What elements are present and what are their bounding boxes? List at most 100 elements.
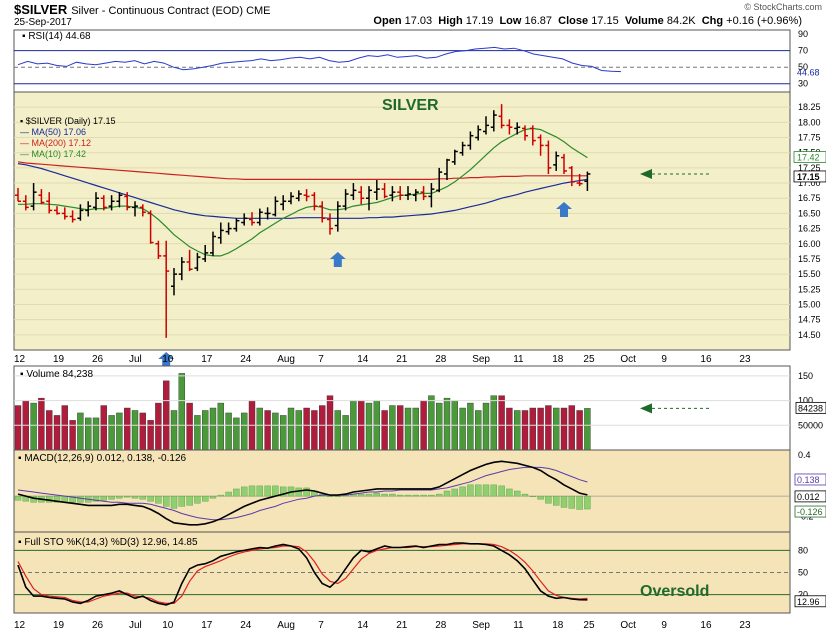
macd-histogram-bar (420, 494, 427, 497)
macd-histogram-bar (123, 495, 131, 498)
macd-histogram-bar (381, 493, 388, 497)
rsi-value-tag: 44.68 (797, 68, 820, 78)
stoch-value-box (794, 595, 826, 608)
bottom-x-tick-label: 19 (53, 620, 65, 631)
macd-histogram-bar (529, 495, 536, 497)
macd-histogram-bar (194, 495, 201, 504)
volume-bar (482, 402, 490, 451)
copyright: © StockCharts.com (744, 2, 822, 12)
volume-bar (256, 407, 263, 451)
macd-histogram-bar (170, 495, 178, 509)
bottom-x-tick-label: Jul (129, 620, 142, 631)
price-tick-label: 14.50 (798, 330, 821, 340)
price-bar (178, 257, 185, 281)
stoch-d-line (17, 543, 588, 604)
macd-histogram-bar (46, 495, 53, 503)
macd-histogram-bar (459, 486, 466, 497)
volume-bar (155, 402, 162, 451)
low-value: 16.87 (524, 15, 553, 27)
chart-date: 25-Sep-2017 (14, 17, 72, 28)
bottom-x-tick-label: 25 (583, 620, 595, 631)
price-bar (576, 173, 583, 187)
price-x-tick-label: 17 (201, 354, 213, 365)
stoch-tick-label: 80 (798, 545, 808, 555)
volume-bar (412, 407, 419, 451)
price-x-tick-label: 26 (92, 354, 104, 365)
price-bar (61, 207, 68, 220)
macd-histogram-bar (412, 494, 419, 497)
volume-bar (560, 407, 568, 451)
price-tick-label: 15.75 (798, 254, 821, 264)
price-bar (288, 192, 294, 205)
macd-histogram-bar (264, 485, 271, 497)
volume-value-box (795, 401, 826, 414)
price-bar (69, 210, 76, 223)
macd-value-tag: -0.126 (797, 507, 823, 517)
price-bar (327, 213, 333, 235)
macd-histogram-bar (451, 488, 458, 497)
bottom-x-tick-label: 14 (357, 620, 369, 631)
volume-bar (162, 380, 170, 451)
volume-bar (100, 405, 108, 451)
bottom-x-tick-label: 10 (162, 620, 174, 631)
macd-value-tag: 0.138 (797, 475, 820, 485)
volume-bar (131, 410, 139, 451)
macd-histogram-bar (319, 493, 326, 497)
price-bar (334, 201, 341, 232)
price-bar (350, 183, 357, 201)
volume-bar (53, 415, 61, 451)
price-bar (100, 195, 107, 211)
macd-histogram-bar (69, 495, 76, 503)
volume-bar (404, 407, 412, 451)
price-x-tick-label: Sep (472, 354, 490, 365)
ticker-label: $SILVER (14, 2, 68, 17)
price-tick-label: 15.00 (798, 299, 821, 309)
macd-histogram-bar (334, 495, 341, 497)
bottom-x-tick-label: 17 (201, 620, 213, 631)
volume-bar (178, 373, 186, 451)
macd-histogram-bar (560, 495, 568, 508)
contract-description: Silver - Continuous Contract (EOD) (71, 5, 243, 17)
price-legend-item: — MA(200) 17.12 (20, 138, 91, 148)
open-label: Open (373, 15, 402, 27)
low-label: Low (499, 15, 522, 27)
volume-bar (436, 402, 443, 451)
price-bar (272, 196, 279, 217)
bottom-x-tick-label: 23 (739, 620, 751, 631)
volume-bar (545, 405, 552, 451)
bottom-x-tick-label: 16 (700, 620, 712, 631)
stoch-k-line (17, 542, 588, 606)
blue-up-arrow (329, 252, 346, 267)
volume-bar (311, 410, 318, 451)
bottom-x-tick-label: 11 (513, 620, 524, 631)
macd-histogram-bar (397, 494, 404, 497)
macd-histogram-bar (521, 493, 529, 497)
macd-histogram-bar (233, 488, 240, 497)
chg-value: +0.16 (+0.96%) (726, 15, 802, 27)
macd-histogram-bar (287, 486, 295, 497)
stoch-value-tag: 12.96 (797, 597, 820, 607)
price-bar (256, 208, 263, 226)
macd-histogram-bar (155, 495, 162, 504)
price-bar (319, 201, 326, 223)
macd-histogram-bar (131, 495, 139, 499)
volume-bar (295, 410, 302, 451)
volume-bar (326, 395, 334, 451)
price-bar (389, 186, 396, 202)
volume-bar (443, 397, 451, 451)
macd-histogram-bar (295, 487, 302, 497)
macd-histogram-bar (209, 495, 217, 499)
bottom-x-tick-label: 21 (396, 620, 408, 631)
macd-histogram-bar (186, 495, 193, 506)
macd-histogram-bar (365, 493, 373, 497)
price-bar (85, 201, 92, 217)
price-bar (358, 186, 365, 205)
price-bar (522, 125, 528, 141)
volume-bar (358, 400, 365, 451)
volume-bar (77, 412, 84, 451)
volume-bar (420, 400, 427, 451)
price-tick-label: 17.25 (798, 163, 821, 173)
volume-bar (451, 400, 458, 451)
macd-value-box (794, 490, 826, 503)
